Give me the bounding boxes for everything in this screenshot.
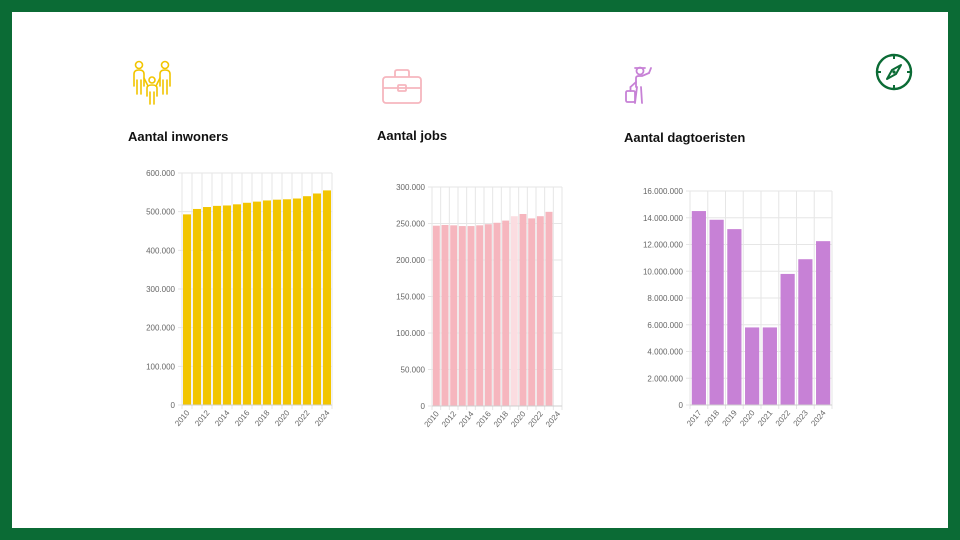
bar-inwoners-2014	[223, 205, 231, 405]
bar-inwoners-2017	[253, 201, 261, 405]
bar-inwoners-2022	[303, 196, 311, 405]
chart-jobs: 0 50.000 100.000 150.000 200.000 250.000 300.0…	[396, 183, 563, 429]
y-tick-label: 150.000	[396, 293, 425, 302]
chart-inwoners: 0 100.000 200.000 300.000 400.000 500.000 600.…	[146, 169, 333, 428]
x-tick-label: 2018	[492, 409, 511, 429]
bar-jobs-2020	[519, 214, 527, 406]
y-tick-label: 0	[171, 401, 176, 410]
bar-jobs-2023	[545, 211, 553, 406]
bar-jobs-2012	[450, 225, 458, 406]
x-tick-label: 2014	[457, 409, 476, 429]
y-tick-label: 10.000.000	[643, 267, 684, 276]
bar-inwoners-2023	[313, 193, 321, 405]
x-tick-label: 2016	[233, 408, 252, 428]
bar-jobs-2013	[458, 226, 466, 406]
compass-icon	[875, 53, 913, 91]
y-tick-label: 600.000	[146, 169, 175, 178]
bar-inwoners-2024	[323, 190, 331, 405]
x-tick-label: 2012	[193, 408, 212, 428]
bar-inwoners-2018	[263, 200, 271, 405]
y-tick-label: 0	[421, 402, 426, 411]
bar-inwoners-2021	[293, 198, 301, 405]
bar-dagtoeristen-2024	[816, 241, 831, 405]
bar-dagtoeristen-2018	[709, 219, 724, 405]
x-tick-label: 2017	[685, 408, 704, 428]
y-tick-label: 200.000	[396, 256, 425, 265]
y-tick-label: 12.000.000	[643, 241, 684, 250]
y-tick-label: 2.000.000	[647, 374, 683, 383]
y-tick-label: 50.000	[401, 366, 426, 375]
x-tick-label: 2022	[774, 408, 793, 428]
bar-jobs-2017	[493, 222, 501, 406]
x-tick-label: 2024	[313, 408, 332, 428]
bar-dagtoeristen-2017	[691, 211, 706, 405]
y-tick-label: 300.000	[396, 183, 425, 192]
bar-jobs-2021	[528, 218, 536, 406]
y-tick-label: 0	[679, 401, 684, 410]
tourist-with-suitcase-icon	[625, 66, 652, 104]
bar-inwoners-2011	[193, 208, 201, 405]
y-tick-label: 100.000	[396, 329, 425, 338]
bar-jobs-2019	[510, 216, 518, 406]
bar-jobs-2014	[467, 226, 475, 406]
bar-inwoners-2015	[233, 204, 241, 405]
bar-dagtoeristen-2021	[762, 327, 777, 405]
bar-inwoners-2020	[283, 199, 291, 405]
y-tick-label: 500.000	[146, 208, 175, 217]
bar-jobs-2018	[502, 220, 510, 406]
bar-inwoners-2013	[213, 205, 221, 405]
x-tick-label: 2016	[475, 409, 494, 429]
bar-dagtoeristen-2022	[780, 273, 795, 405]
bar-jobs-2015	[476, 225, 484, 406]
bar-dagtoeristen-2019	[727, 229, 742, 405]
bar-inwoners-2016	[243, 202, 251, 405]
x-tick-label: 2023	[792, 408, 811, 428]
chart-title-inwoners: Aantal inwoners	[128, 129, 229, 144]
briefcase-icon	[382, 69, 422, 104]
bar-jobs-2010	[432, 225, 440, 406]
bar-dagtoeristen-2020	[745, 327, 760, 405]
bar-dagtoeristen-2023	[798, 259, 813, 405]
x-tick-label: 2012	[440, 409, 459, 429]
y-tick-label: 250.000	[396, 220, 425, 229]
x-tick-label: 2022	[293, 408, 312, 428]
x-tick-label: 2022	[527, 409, 546, 429]
x-tick-label: 2024	[809, 408, 828, 428]
bar-jobs-2011	[441, 224, 449, 406]
x-tick-label: 2021	[756, 408, 775, 428]
slide: Aantal inwoners Aantal jobs Aantal dagto…	[12, 12, 948, 528]
x-tick-label: 2014	[213, 408, 232, 428]
x-tick-label: 2019	[721, 408, 740, 428]
y-tick-label: 14.000.000	[643, 214, 684, 223]
y-tick-label: 200.000	[146, 324, 175, 333]
x-tick-label: 2018	[253, 408, 272, 428]
x-tick-label: 2020	[509, 409, 528, 429]
x-tick-label: 2010	[173, 408, 192, 428]
bar-inwoners-2012	[203, 207, 211, 405]
chart-dagtoeristen: 0 2.000.000 4.000.000 6.000.000 8.000.000 10.…	[643, 187, 833, 428]
x-tick-label: 2020	[273, 408, 292, 428]
y-tick-label: 100.000	[146, 362, 175, 371]
people-family-icon	[133, 60, 171, 105]
bar-jobs-2022	[536, 216, 544, 406]
bar-inwoners-2019	[273, 199, 281, 405]
x-tick-label: 2010	[423, 409, 442, 429]
y-tick-label: 400.000	[146, 246, 175, 255]
y-tick-label: 16.000.000	[643, 187, 684, 196]
y-tick-label: 300.000	[146, 285, 175, 294]
bar-inwoners-2010	[183, 214, 191, 405]
x-tick-label: 2018	[703, 408, 722, 428]
y-tick-label: 4.000.000	[647, 348, 683, 357]
x-tick-label: 2020	[738, 408, 757, 428]
x-tick-label: 2024	[544, 409, 563, 429]
bar-jobs-2016	[484, 224, 492, 406]
chart-title-dagtoeristen: Aantal dagtoeristen	[624, 130, 746, 145]
chart-title-jobs: Aantal jobs	[377, 128, 448, 143]
y-tick-label: 8.000.000	[647, 294, 683, 303]
y-tick-label: 6.000.000	[647, 321, 683, 330]
